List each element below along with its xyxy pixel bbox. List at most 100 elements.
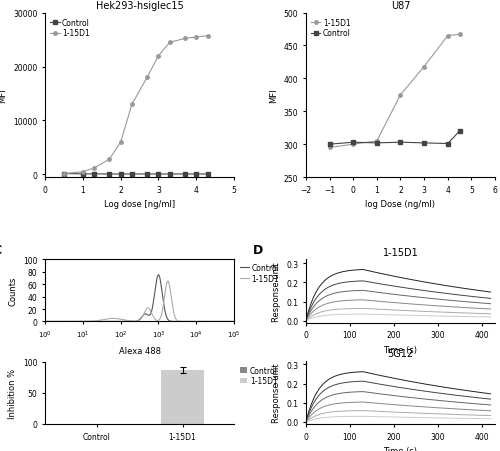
Title: Hek293-hsiglec15: Hek293-hsiglec15 xyxy=(96,1,184,11)
12.5 nM xyxy=(384,291,390,297)
50 nM xyxy=(384,374,390,380)
X-axis label: log Dose (ng/ml): log Dose (ng/ml) xyxy=(366,200,436,209)
1-15D1 xyxy=(165,279,171,284)
6.25 nM xyxy=(322,404,328,409)
1.5625 nM xyxy=(322,415,328,420)
1-15D1 xyxy=(114,316,120,322)
Control xyxy=(165,317,171,322)
12.5 nM xyxy=(360,389,366,395)
Line: 3.125 nM: 3.125 nM xyxy=(306,308,490,321)
1.5625 nM xyxy=(450,314,456,319)
Control xyxy=(42,319,48,324)
6.25 nM xyxy=(378,401,384,406)
25 nM xyxy=(447,392,453,397)
3.125 nM xyxy=(430,309,436,315)
12.5 nM xyxy=(447,298,453,304)
1-15D1 xyxy=(129,102,135,108)
Legend: 1-15D1, Control: 1-15D1, Control xyxy=(310,17,352,40)
50 nM xyxy=(430,281,436,286)
25 nM xyxy=(322,287,328,293)
Line: 12.5 nM: 12.5 nM xyxy=(306,291,490,321)
Control xyxy=(144,172,150,177)
12.5 nM xyxy=(378,290,384,296)
Control xyxy=(183,319,189,324)
50 nM xyxy=(384,272,390,278)
3.125 nM xyxy=(303,419,309,425)
3.125 nM xyxy=(430,411,436,416)
12.5 nM xyxy=(447,399,453,405)
6.25 nM xyxy=(384,299,390,305)
Line: 50 nM: 50 nM xyxy=(306,270,490,321)
25 nM xyxy=(303,318,309,324)
50 nM xyxy=(430,383,436,388)
1-15D1 xyxy=(167,41,173,46)
1.5625 nM xyxy=(447,415,453,421)
50 nM xyxy=(360,267,366,272)
6.25 nM xyxy=(450,304,456,310)
12.5 nM xyxy=(378,391,384,397)
3.125 nM xyxy=(303,318,309,324)
6.25 nM xyxy=(303,419,309,425)
6.25 nM xyxy=(430,405,436,410)
1-15D1 xyxy=(204,34,210,39)
6.25 nM xyxy=(378,299,384,304)
12.5 nM xyxy=(322,295,328,300)
Line: Control: Control xyxy=(45,275,234,322)
1-15D1 xyxy=(398,93,404,98)
Control xyxy=(129,172,135,177)
Legend: Control, 1-15D1: Control, 1-15D1 xyxy=(240,263,279,283)
Y-axis label: Counts: Counts xyxy=(8,276,18,305)
12.5 nM xyxy=(322,396,328,401)
1-15D1 xyxy=(118,140,124,145)
3.125 nM xyxy=(447,310,453,315)
3.125 nM xyxy=(378,409,384,414)
Title: U87: U87 xyxy=(390,1,410,11)
Line: 1-15D1: 1-15D1 xyxy=(62,35,210,176)
12.5 nM xyxy=(450,399,456,405)
1-15D1 xyxy=(91,166,97,171)
Line: 25 nM: 25 nM xyxy=(306,281,490,321)
Line: 1.5625 nM: 1.5625 nM xyxy=(306,416,490,422)
25 nM xyxy=(322,387,328,393)
Line: 50 nM: 50 nM xyxy=(306,372,490,422)
Control xyxy=(156,272,162,278)
Control xyxy=(350,140,356,146)
25 nM xyxy=(430,290,436,295)
Control xyxy=(156,172,162,177)
Line: 1-15D1: 1-15D1 xyxy=(45,281,234,322)
Line: Control: Control xyxy=(328,130,462,147)
Control xyxy=(106,172,112,177)
1-15D1 xyxy=(42,319,48,324)
50 nM xyxy=(378,271,384,276)
12.5 nM xyxy=(360,288,366,294)
Line: 6.25 nM: 6.25 nM xyxy=(306,402,490,422)
3.125 nM xyxy=(384,409,390,414)
Text: B: B xyxy=(268,0,278,4)
12.5 nM xyxy=(303,419,309,425)
Line: Control: Control xyxy=(62,172,210,176)
1.5625 nM xyxy=(322,313,328,318)
12.5 nM xyxy=(488,402,494,408)
Y-axis label: Response unit: Response unit xyxy=(272,363,280,422)
25 nM xyxy=(378,382,384,387)
1-15D1 xyxy=(231,319,237,324)
1.5625 nM xyxy=(430,415,436,421)
25 nM xyxy=(360,379,366,384)
Line: 12.5 nM: 12.5 nM xyxy=(306,392,490,422)
Control xyxy=(156,272,162,278)
50 nM xyxy=(447,284,453,289)
1-15D1 xyxy=(183,319,189,324)
50 nM xyxy=(303,318,309,324)
50 nM xyxy=(488,290,494,295)
25 nM xyxy=(430,390,436,395)
Control xyxy=(421,141,427,146)
25 nM xyxy=(450,292,456,297)
Legend: Control, 1-15D1: Control, 1-15D1 xyxy=(240,366,278,385)
25 nM xyxy=(378,281,384,287)
Control xyxy=(114,319,120,324)
1-15D1 xyxy=(374,139,380,144)
3.125 nM xyxy=(322,410,328,416)
Y-axis label: MFI: MFI xyxy=(0,88,8,103)
1-15D1 xyxy=(61,171,67,177)
12.5 nM xyxy=(384,392,390,398)
